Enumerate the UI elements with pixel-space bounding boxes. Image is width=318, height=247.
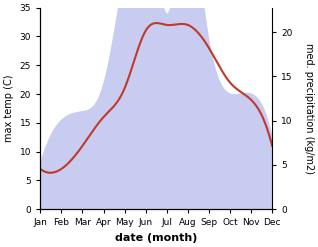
Y-axis label: med. precipitation (kg/m2): med. precipitation (kg/m2) (304, 43, 314, 174)
X-axis label: date (month): date (month) (115, 233, 197, 243)
Y-axis label: max temp (C): max temp (C) (4, 75, 14, 142)
